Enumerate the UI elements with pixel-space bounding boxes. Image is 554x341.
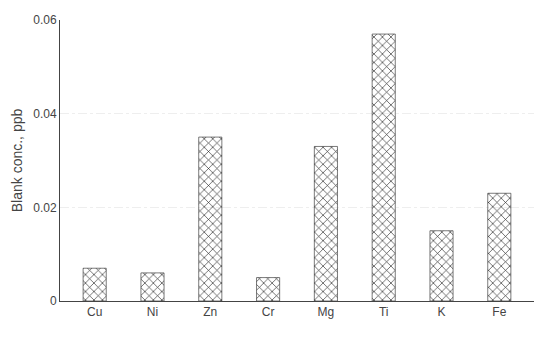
svg-text:Zn: Zn: [203, 305, 217, 319]
svg-text:Cu: Cu: [87, 305, 102, 319]
svg-text:0.02: 0.02: [33, 201, 57, 215]
svg-text:Cr: Cr: [262, 305, 275, 319]
svg-text:Fe: Fe: [492, 305, 506, 319]
svg-text:0: 0: [50, 294, 57, 308]
svg-text:Ti: Ti: [379, 305, 389, 319]
svg-text:Blank conc., ppb: Blank conc., ppb: [9, 109, 25, 213]
svg-text:K: K: [438, 305, 446, 319]
svg-text:Ni: Ni: [147, 305, 158, 319]
svg-text:0.06: 0.06: [33, 13, 57, 27]
svg-text:Mg: Mg: [318, 305, 335, 319]
svg-text:0.04: 0.04: [33, 107, 57, 121]
